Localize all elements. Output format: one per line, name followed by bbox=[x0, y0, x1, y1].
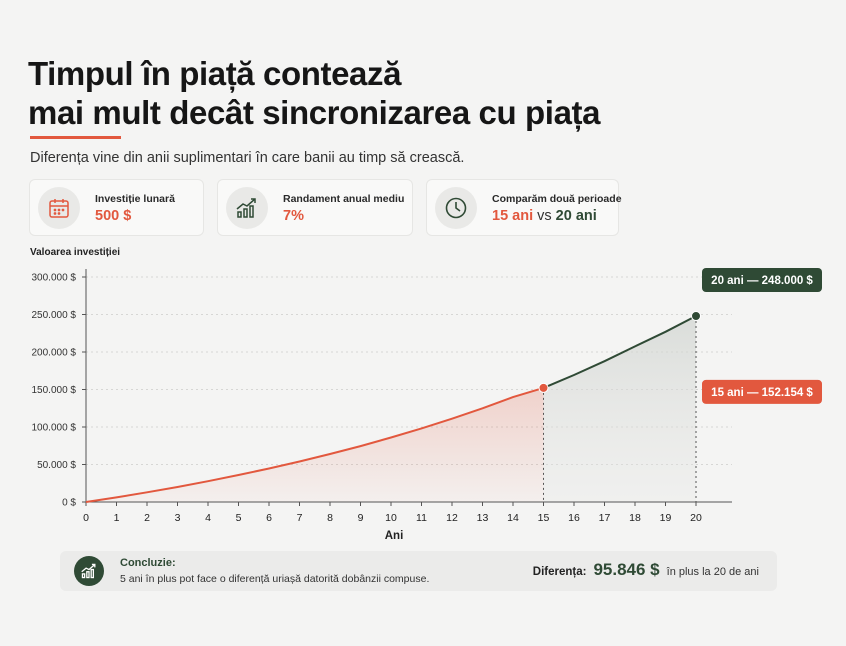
x-tick-label: 13 bbox=[477, 512, 489, 524]
y-tick-label: 250.000 $ bbox=[32, 310, 77, 321]
series-line bbox=[543, 315, 697, 389]
x-tick-label: 16 bbox=[568, 512, 580, 524]
x-tick-label: 9 bbox=[358, 512, 364, 524]
conclusion-title: Concluzie: bbox=[120, 557, 176, 569]
x-tick-label: 4 bbox=[205, 512, 211, 524]
annotation-text: 20 ani — 248.000 $ bbox=[711, 275, 813, 287]
x-tick-label: 14 bbox=[507, 512, 519, 524]
page-title: Timpul în piață contează mai mult decât … bbox=[28, 54, 808, 132]
card-label: Comparăm două perioade bbox=[492, 193, 622, 205]
y-tick-label: 50.000 $ bbox=[37, 460, 76, 471]
series-line bbox=[85, 386, 544, 503]
card-annual-return: Randament anual mediu 7% bbox=[217, 179, 413, 236]
page-subtitle: Diferența vine din anii suplimentari în … bbox=[30, 150, 465, 166]
annotation-label: 15 ani — 152.154 $ bbox=[702, 379, 822, 404]
x-tick-label: 1 bbox=[114, 512, 120, 524]
annotation-text: 15 ani — 152.154 $ bbox=[711, 387, 813, 399]
title-accent-bar bbox=[30, 136, 121, 139]
x-tick-label: 2 bbox=[144, 512, 150, 524]
end-point bbox=[538, 382, 549, 393]
x-tick-label: 18 bbox=[629, 512, 641, 524]
card-compare-periods: Comparăm două perioade 15 ani vs 20 ani bbox=[426, 179, 622, 236]
end-point bbox=[691, 311, 701, 321]
annotation-label: 20 ani — 248.000 $ bbox=[702, 268, 822, 292]
conclusion-panel: Concluzie: 5 ani în plus pot face o dife… bbox=[60, 551, 777, 591]
growth-chart-icon bbox=[226, 187, 268, 229]
x-tick-label: 10 bbox=[385, 512, 397, 524]
difference-summary: Diferența: 95.846 $ în plus la 20 de ani bbox=[533, 560, 759, 580]
x-tick-label: 0 bbox=[83, 512, 89, 524]
y-axis-title: Valoarea investiției bbox=[30, 247, 121, 258]
clock-icon bbox=[435, 187, 477, 229]
growth-chart-icon bbox=[74, 556, 104, 586]
calendar-icon bbox=[38, 187, 80, 229]
series-area bbox=[543, 316, 696, 502]
x-tick-label: 7 bbox=[297, 512, 303, 524]
series-area bbox=[86, 387, 544, 502]
card-monthly-investment: Investiție lunară 500 $ bbox=[29, 179, 204, 236]
period-20: 20 ani bbox=[555, 208, 597, 224]
x-axis-title: Ani bbox=[385, 530, 404, 542]
difference-suffix: în plus la 20 de ani bbox=[666, 566, 759, 578]
difference-value: 95.846 $ bbox=[593, 560, 660, 579]
card-value: 7% bbox=[283, 208, 304, 224]
card-value: 15 ani vs 20 ani bbox=[492, 208, 597, 224]
card-value: 500 $ bbox=[95, 208, 132, 224]
y-tick-label: 100.000 $ bbox=[32, 423, 77, 434]
x-tick-label: 3 bbox=[175, 512, 181, 524]
x-tick-label: 8 bbox=[327, 512, 333, 524]
x-tick-label: 20 bbox=[690, 512, 702, 524]
period-15: 15 ani bbox=[492, 208, 534, 224]
difference-label: Diferența: bbox=[532, 566, 587, 578]
x-tick-label: 12 bbox=[446, 512, 458, 524]
conclusion-text: 5 ani în plus pot face o diferență uriaș… bbox=[120, 573, 430, 585]
x-tick-label: 15 bbox=[538, 512, 550, 524]
y-tick-label: 200.000 $ bbox=[32, 348, 77, 359]
x-tick-label: 5 bbox=[236, 512, 242, 524]
vs-text: vs bbox=[537, 208, 552, 224]
x-tick-label: 6 bbox=[266, 512, 272, 524]
x-tick-label: 19 bbox=[660, 512, 672, 524]
x-tick-label: 17 bbox=[599, 512, 611, 524]
annotation-box bbox=[702, 379, 822, 404]
y-tick-label: 300.000 $ bbox=[32, 273, 77, 284]
title-line-2: mai mult decât sincronizarea cu piața bbox=[28, 94, 601, 131]
title-line-1: Timpul în piață contează bbox=[28, 55, 402, 92]
y-tick-label: 0 $ bbox=[62, 498, 76, 509]
y-tick-label: 150.000 $ bbox=[32, 385, 77, 396]
x-tick-label: 11 bbox=[416, 512, 427, 524]
card-label: Investiție lunară bbox=[95, 193, 175, 205]
annotation-box bbox=[702, 268, 822, 292]
card-label: Randament anual mediu bbox=[283, 193, 405, 205]
